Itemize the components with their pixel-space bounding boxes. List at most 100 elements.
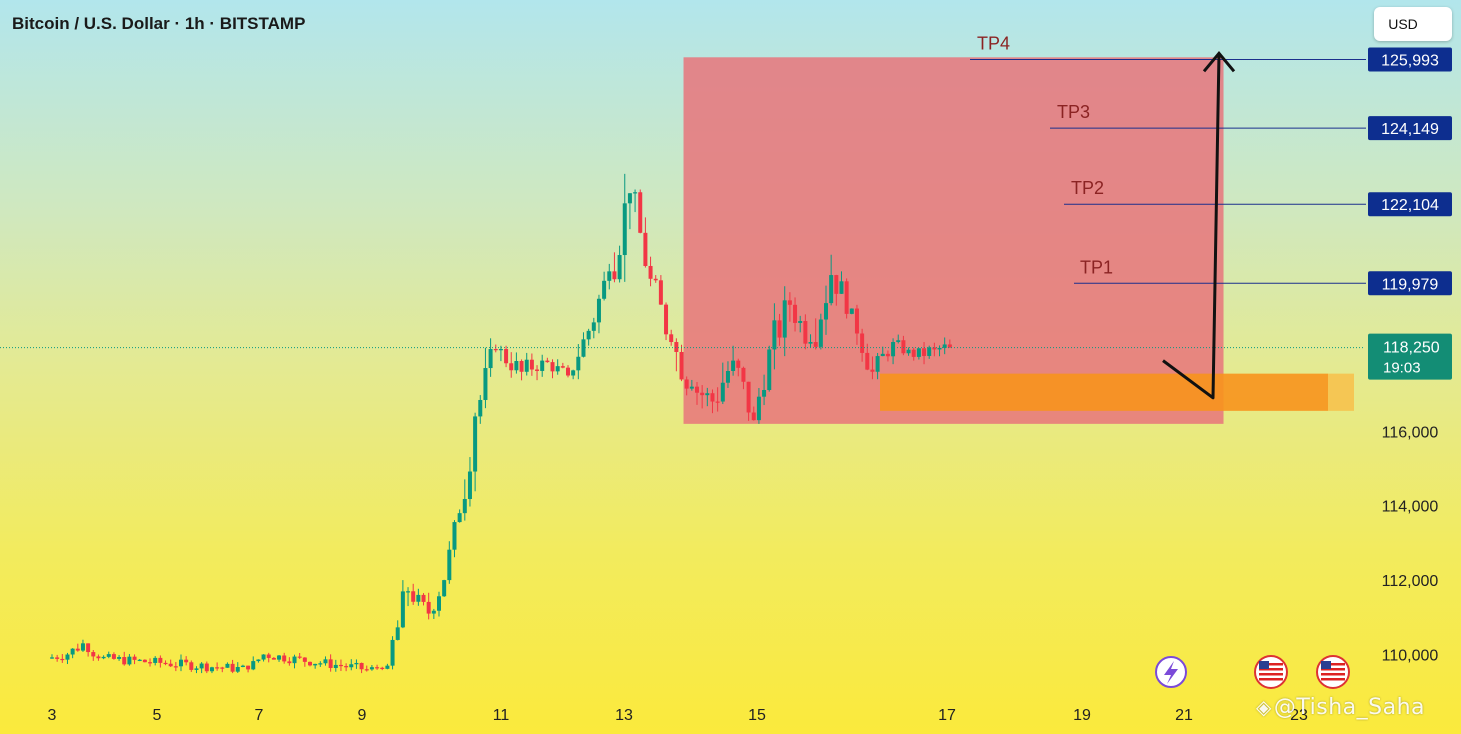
arrow-head xyxy=(1202,50,1236,73)
candle-body xyxy=(901,340,906,354)
candle-body xyxy=(251,661,256,670)
candle-body xyxy=(782,300,787,338)
candle-body xyxy=(416,594,421,602)
tp-label: TP2 xyxy=(1071,178,1104,198)
candle-body xyxy=(344,666,349,668)
candle-body xyxy=(277,655,282,660)
x-tick-label: 3 xyxy=(48,707,57,724)
us-flag-icon-stripe xyxy=(1321,668,1345,671)
candle-body xyxy=(607,271,612,281)
tp-price-tag xyxy=(1368,271,1452,296)
x-tick-label: 5 xyxy=(153,707,162,724)
candle-body xyxy=(483,368,488,400)
candle-body xyxy=(86,643,91,653)
candle-body xyxy=(829,275,834,304)
candle-body xyxy=(787,300,792,305)
y-tick-label: 114,000 xyxy=(1382,499,1439,516)
candle-body xyxy=(65,654,70,660)
candle-body xyxy=(658,280,663,305)
candle-body xyxy=(695,386,699,393)
x-tick-label: 21 xyxy=(1175,707,1193,724)
entry-zone xyxy=(880,373,1328,411)
candle-body xyxy=(132,656,137,660)
candle-body xyxy=(488,349,493,369)
candle-body xyxy=(581,339,586,357)
us-flag-icon-stripe xyxy=(1321,663,1345,666)
candle-body xyxy=(767,349,772,391)
y-tick-label: 110,000 xyxy=(1382,648,1439,665)
candle-body xyxy=(627,193,632,204)
x-tick-label: 7 xyxy=(255,707,264,724)
candle-body xyxy=(602,280,607,299)
candle-body xyxy=(824,303,828,320)
candle-body xyxy=(854,308,859,334)
candle-body xyxy=(560,366,565,368)
candle-body xyxy=(519,361,524,372)
candle-body xyxy=(55,657,60,659)
candle-body xyxy=(375,667,380,669)
candle-body xyxy=(142,659,147,663)
candle-body xyxy=(535,369,540,371)
candle-body xyxy=(225,663,230,668)
candle-body xyxy=(498,349,503,351)
chart-title: Bitcoin / U.S. Dollar · 1h · BITSTAMP xyxy=(12,14,306,33)
candle-body xyxy=(323,659,328,664)
tp-price-label: 124,149 xyxy=(1381,121,1439,138)
us-flag-icon-canton xyxy=(1259,661,1269,669)
candle-body xyxy=(586,330,591,340)
currency-button[interactable]: USD xyxy=(1374,7,1452,41)
tp-levels-layer: TP1 119,979 TP2 122,104 TP3 124,149 TP4 125,993… xyxy=(0,34,1452,380)
candle-body xyxy=(839,281,844,294)
zones-layer xyxy=(683,57,1354,424)
candle-body xyxy=(106,654,111,657)
candle-body xyxy=(834,275,839,294)
candle-body xyxy=(354,662,359,665)
candle-body xyxy=(173,666,178,668)
candle-body xyxy=(524,359,529,372)
candle-body xyxy=(168,663,173,667)
candle-body xyxy=(808,342,813,344)
candle-body xyxy=(803,321,808,344)
candle-body xyxy=(359,662,364,670)
candle-body xyxy=(313,663,318,666)
candles-layer xyxy=(50,173,952,674)
candle-body xyxy=(756,396,761,421)
projection-path xyxy=(1162,53,1221,400)
target-zone xyxy=(683,57,1224,424)
candle-body xyxy=(204,663,209,672)
candle-body xyxy=(91,652,96,657)
candle-body xyxy=(194,668,199,670)
event-icons-layer xyxy=(1155,655,1350,689)
candle-body xyxy=(256,659,261,662)
candle-body xyxy=(684,379,689,389)
candle-body xyxy=(400,591,405,628)
candle-body xyxy=(504,349,509,364)
candle-body xyxy=(220,667,225,669)
candle-body xyxy=(880,353,885,357)
candle-body xyxy=(282,655,287,662)
candle-body xyxy=(798,321,803,323)
tp-price-label: 122,104 xyxy=(1381,197,1439,214)
candle-body xyxy=(111,654,116,659)
candle-body xyxy=(209,667,214,672)
candle-body xyxy=(421,594,426,602)
candle-body xyxy=(545,360,550,363)
candle-body xyxy=(349,664,354,668)
candle-body xyxy=(540,360,545,371)
candle-body xyxy=(308,661,312,666)
current-price-tag xyxy=(1368,333,1452,380)
candle-body xyxy=(674,342,679,352)
tp-price-label: 125,993 xyxy=(1381,53,1439,70)
candle-body xyxy=(591,322,596,331)
tp-price-tag xyxy=(1368,47,1452,72)
candle-body xyxy=(705,393,710,396)
us-flag-icon-stripe xyxy=(1321,678,1345,681)
candle-body xyxy=(509,363,514,371)
tp-label: TP3 xyxy=(1057,102,1090,122)
countdown-label: 19:03 xyxy=(1383,360,1421,377)
candle-body xyxy=(333,664,338,668)
candle-body xyxy=(266,654,271,658)
candle-body xyxy=(679,351,684,380)
candle-body xyxy=(158,657,163,663)
